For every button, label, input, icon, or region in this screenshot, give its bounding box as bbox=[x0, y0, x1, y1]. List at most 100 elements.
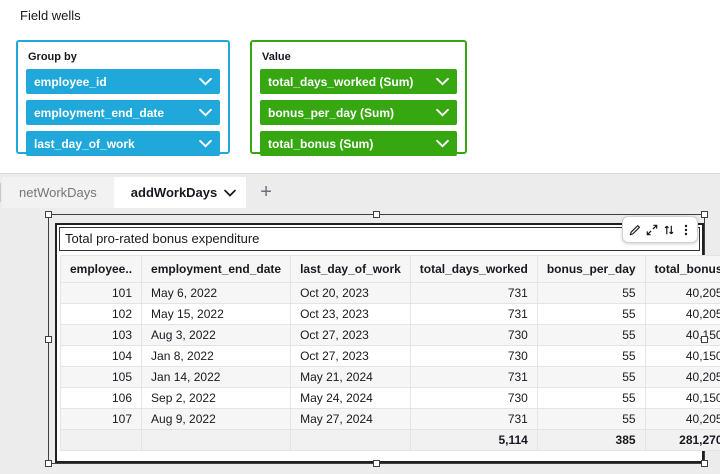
sheet-tab-bar: netWorkDays addWorkDays + bbox=[0, 177, 286, 208]
chevron-down-icon bbox=[199, 77, 212, 86]
resize-handle[interactable] bbox=[701, 336, 708, 343]
visual-resize-frame: Total pro-rated bonus expenditure employ… bbox=[48, 214, 705, 464]
table-row: 102May 15, 2022Oct 23, 20237315540,205 bbox=[61, 304, 720, 325]
resize-handle[interactable] bbox=[701, 460, 708, 467]
table-cell[interactable]: Aug 9, 2022 bbox=[142, 409, 291, 430]
column-header[interactable]: total_bonus bbox=[645, 256, 720, 283]
table-cell[interactable]: May 27, 2024 bbox=[291, 409, 411, 430]
table-cell[interactable]: 106 bbox=[61, 388, 142, 409]
value-pill[interactable]: bonus_per_day (Sum) bbox=[260, 100, 457, 125]
group-by-label: Group by bbox=[28, 51, 220, 63]
chevron-down-icon bbox=[199, 108, 212, 117]
group-by-well: Group by employee_id employment_end_datel… bbox=[16, 40, 230, 154]
table-row: 105Jan 14, 2022May 21, 20247315540,205 bbox=[61, 367, 720, 388]
table-row: 106Sep 2, 2022May 24, 20247305540,150 bbox=[61, 388, 720, 409]
table-cell[interactable]: 40,205 bbox=[645, 367, 720, 388]
table-cell[interactable]: 55 bbox=[537, 325, 645, 346]
table-cell[interactable]: 104 bbox=[61, 346, 142, 367]
resize-handle[interactable] bbox=[373, 211, 380, 218]
kebab-menu-icon[interactable] bbox=[677, 218, 694, 241]
group-by-pill[interactable]: employee_id bbox=[26, 69, 220, 94]
sheet-tab-netWorkDays[interactable]: netWorkDays bbox=[2, 177, 114, 208]
table-cell[interactable]: 55 bbox=[537, 283, 645, 304]
resize-handle[interactable] bbox=[701, 211, 708, 218]
chevron-down-icon[interactable] bbox=[224, 189, 236, 197]
table-cell[interactable]: 101 bbox=[61, 283, 142, 304]
on-visual-toolbar bbox=[622, 216, 698, 243]
table-cell[interactable]: 731 bbox=[410, 304, 537, 325]
table-cell[interactable]: May 15, 2022 bbox=[142, 304, 291, 325]
table-cell[interactable]: Oct 20, 2023 bbox=[291, 283, 411, 304]
table-cell[interactable]: 40,150 bbox=[645, 346, 720, 367]
resize-handle[interactable] bbox=[45, 211, 52, 218]
table-cell[interactable]: 40,205 bbox=[645, 283, 720, 304]
table-cell[interactable]: Jan 8, 2022 bbox=[142, 346, 291, 367]
chevron-down-icon bbox=[436, 139, 449, 148]
table-cell[interactable]: 55 bbox=[537, 367, 645, 388]
table-cell[interactable]: 731 bbox=[410, 409, 537, 430]
field-wells-title: Field wells bbox=[20, 8, 81, 23]
add-sheet-button[interactable]: + bbox=[246, 177, 286, 208]
table-cell[interactable]: 55 bbox=[537, 346, 645, 367]
table-visual-card[interactable]: Total pro-rated bonus expenditure employ… bbox=[55, 223, 704, 463]
table-cell[interactable]: Oct 27, 2023 bbox=[291, 325, 411, 346]
table-cell[interactable]: 40,205 bbox=[645, 409, 720, 430]
visual-title[interactable]: Total pro-rated bonus expenditure bbox=[59, 227, 700, 251]
quicksight-editor: Field wells Group by employee_id employme… bbox=[0, 0, 720, 474]
table-cell[interactable]: 730 bbox=[410, 388, 537, 409]
chevron-down-icon bbox=[436, 77, 449, 86]
table-cell[interactable]: 730 bbox=[410, 325, 537, 346]
table-cell[interactable]: Oct 23, 2023 bbox=[291, 304, 411, 325]
resize-handle[interactable] bbox=[373, 460, 380, 467]
value-pill[interactable]: total_bonus (Sum) bbox=[260, 131, 457, 156]
table-cell[interactable]: Jan 14, 2022 bbox=[142, 367, 291, 388]
table-cell[interactable]: Sep 2, 2022 bbox=[142, 388, 291, 409]
totals-cell: 281,270 bbox=[645, 430, 720, 451]
value-well: Value total_days_worked (Sum) bonus_per_d… bbox=[250, 40, 467, 154]
table-cell[interactable]: 103 bbox=[61, 325, 142, 346]
resize-handle[interactable] bbox=[45, 336, 52, 343]
table-cell[interactable]: 55 bbox=[537, 388, 645, 409]
table-cell[interactable]: Aug 3, 2022 bbox=[142, 325, 291, 346]
column-header[interactable]: employee.. bbox=[61, 256, 142, 283]
column-header[interactable]: employment_end_date bbox=[142, 256, 291, 283]
value-pill-list: total_days_worked (Sum) bonus_per_day (Su… bbox=[260, 69, 457, 156]
table-cell[interactable]: 107 bbox=[61, 409, 142, 430]
table-cell[interactable]: 55 bbox=[537, 409, 645, 430]
maximize-icon[interactable] bbox=[643, 218, 660, 241]
table-cell[interactable]: 102 bbox=[61, 304, 142, 325]
group-by-pill-label: employment_end_date bbox=[34, 106, 164, 120]
group-by-pill[interactable]: employment_end_date bbox=[26, 100, 220, 125]
value-pill[interactable]: total_days_worked (Sum) bbox=[260, 69, 457, 94]
table-cell[interactable]: 40,150 bbox=[645, 388, 720, 409]
table-cell[interactable]: 55 bbox=[537, 304, 645, 325]
table-row: 101May 6, 2022Oct 20, 20237315540,205 bbox=[61, 283, 720, 304]
table-cell[interactable]: 731 bbox=[410, 283, 537, 304]
column-header[interactable]: total_days_worked bbox=[410, 256, 537, 283]
table-cell[interactable]: 730 bbox=[410, 346, 537, 367]
totals-cell bbox=[61, 430, 142, 451]
group-by-pill[interactable]: last_day_of_work bbox=[26, 131, 220, 156]
group-by-pill-label: last_day_of_work bbox=[34, 137, 135, 151]
table-cell[interactable]: Oct 27, 2023 bbox=[291, 346, 411, 367]
resize-handle[interactable] bbox=[45, 460, 52, 467]
totals-cell bbox=[291, 430, 411, 451]
sheet-tab-label: netWorkDays bbox=[19, 185, 97, 200]
column-header[interactable]: last_day_of_work bbox=[291, 256, 411, 283]
table-cell[interactable]: 40,150 bbox=[645, 325, 720, 346]
table-cell[interactable]: 40,205 bbox=[645, 304, 720, 325]
totals-cell: 5,114 bbox=[410, 430, 537, 451]
table-row: 107Aug 9, 2022May 27, 20247315540,205 bbox=[61, 409, 720, 430]
table-cell[interactable]: May 24, 2024 bbox=[291, 388, 411, 409]
table-cell[interactable]: May 6, 2022 bbox=[142, 283, 291, 304]
group-by-pill-list: employee_id employment_end_date last_day_o… bbox=[26, 69, 220, 156]
swap-arrows-icon[interactable] bbox=[660, 218, 677, 241]
table-cell[interactable]: 105 bbox=[61, 367, 142, 388]
table-cell[interactable]: 731 bbox=[410, 367, 537, 388]
sheet-tab-addWorkDays[interactable]: addWorkDays bbox=[114, 177, 246, 208]
table-cell[interactable]: May 21, 2024 bbox=[291, 367, 411, 388]
edit-pencil-icon[interactable] bbox=[626, 218, 643, 241]
column-header[interactable]: bonus_per_day bbox=[537, 256, 645, 283]
value-label: Value bbox=[262, 51, 457, 63]
chevron-down-icon bbox=[436, 108, 449, 117]
